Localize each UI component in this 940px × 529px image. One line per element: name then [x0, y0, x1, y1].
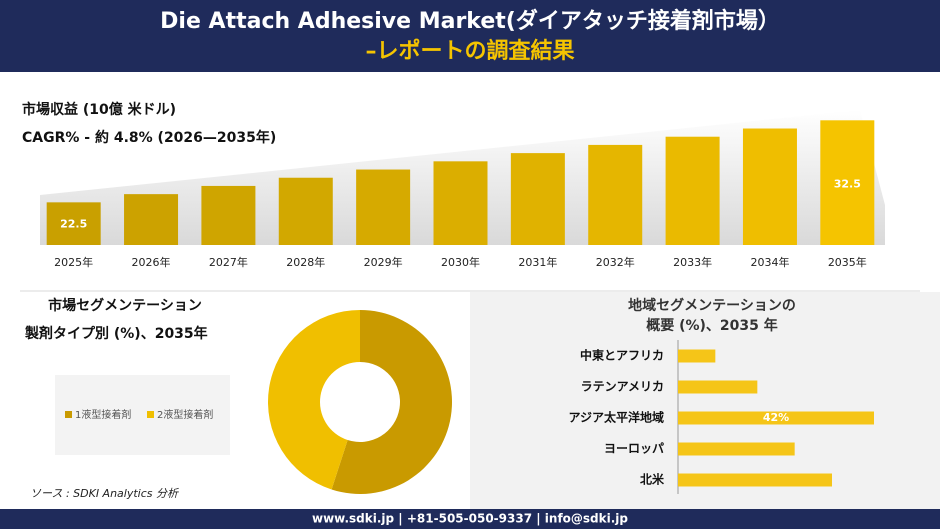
bar	[510, 153, 565, 245]
chart-subtitle: 製剤タイプ別 (%)、2035年	[24, 325, 208, 342]
donut-segment	[331, 310, 452, 494]
y-tick-label: ヨーロッパ	[604, 442, 664, 456]
legend-box	[55, 375, 230, 455]
x-tick-label: 2033年	[673, 255, 712, 269]
x-tick-label: 2029年	[364, 255, 403, 269]
x-tick-label: 2025年	[54, 255, 93, 269]
footer-contact: www.sdki.jp | +81-505-050-9337 | info@sd…	[312, 512, 628, 526]
bar	[820, 120, 875, 245]
bar	[278, 177, 333, 245]
bar	[46, 202, 101, 245]
legend-swatch	[65, 411, 72, 418]
x-tick-label: 2031年	[518, 255, 557, 269]
bar	[665, 136, 720, 245]
chart-title: 市場セグメンテーション	[48, 297, 202, 314]
bar	[678, 349, 716, 363]
source-note: ソース : SDKI Analytics 分析	[30, 487, 180, 500]
x-tick-label: 2034年	[750, 255, 789, 269]
x-tick-label: 2027年	[209, 255, 248, 269]
x-tick-label: 2026年	[132, 255, 171, 269]
legend-label: 2液型接着剤	[157, 408, 213, 421]
footer-band	[0, 509, 940, 529]
y-tick-label: ラテンアメリカ	[581, 380, 664, 394]
bar	[433, 161, 488, 245]
y-tick-label: 北米	[640, 472, 665, 487]
x-tick-label: 2032年	[596, 255, 635, 269]
x-tick-label: 2030年	[441, 255, 480, 269]
legend-label: 1液型接着剤	[75, 408, 131, 421]
bar	[201, 185, 256, 245]
x-tick-label: 2028年	[286, 255, 325, 269]
y-tick-label: 中東とアフリカ	[580, 348, 664, 363]
x-tick-label: 2035年	[828, 255, 867, 269]
bar	[588, 144, 643, 245]
value-label: 32.5	[834, 177, 861, 190]
value-label: 42%	[763, 411, 789, 424]
bar	[678, 411, 874, 425]
chart-title: 地域セグメンテーションの	[628, 297, 796, 314]
header-title: Die Attach Adhesive Market(ダイアタッチ接着剤市場）	[160, 8, 780, 34]
bar	[678, 442, 795, 456]
header-subtitle: –レポートの調査結果	[365, 38, 574, 64]
chart-title: 市場収益 (10億 米ドル)	[22, 101, 176, 118]
y-tick-label: アジア太平洋地域	[568, 410, 664, 425]
chart-subtitle: 概要 (%)、2035 年	[646, 317, 778, 334]
bar	[678, 380, 758, 394]
legend-swatch	[147, 411, 154, 418]
bar	[124, 194, 179, 245]
donut-segment	[267, 310, 360, 490]
header-band	[0, 0, 940, 72]
value-label: 22.5	[60, 217, 87, 230]
bar	[742, 128, 797, 245]
bar	[356, 169, 411, 245]
bar	[678, 473, 832, 487]
chart-subtitle: CAGR% - 約 4.8% (2026—2035年)	[22, 129, 276, 146]
